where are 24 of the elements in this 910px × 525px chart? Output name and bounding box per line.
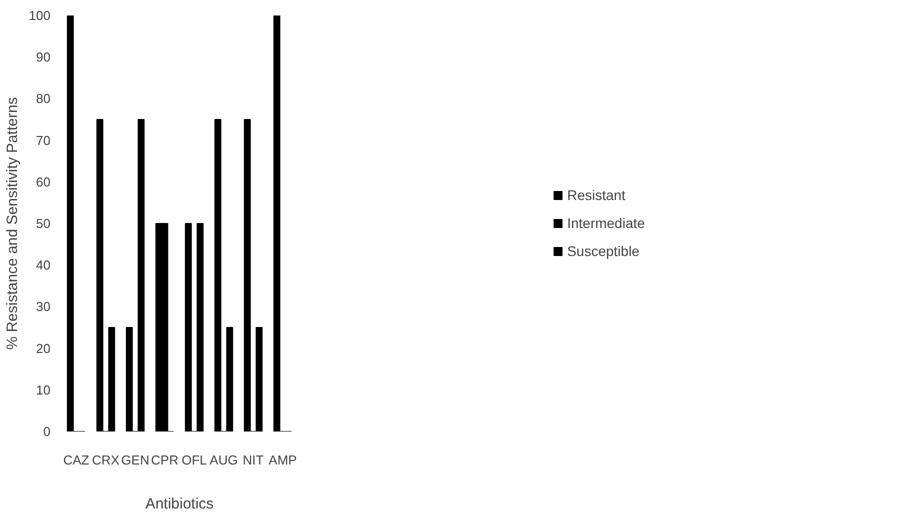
x-tick-label: NIT (242, 452, 264, 468)
y-tick-label: 40 (36, 258, 51, 273)
legend-label: Susceptible (567, 243, 640, 259)
y-tick-label: 70 (36, 132, 51, 148)
y-axis-title: % Resistance and Sensitivity Patterns (4, 97, 21, 350)
legend-label: Resistant (567, 187, 626, 203)
x-tick-label: CPR (151, 452, 178, 468)
x-tick-label: OFL (182, 452, 207, 468)
y-tick-label: 50 (36, 216, 51, 231)
x-tick-label: AMP (268, 452, 297, 468)
y-tick-label: 100 (28, 8, 51, 23)
y-tick-label: 20 (36, 340, 51, 356)
y-tick-label: 80 (36, 91, 51, 106)
x-tick-label: CRX (92, 452, 120, 468)
legend-label: Intermediate (567, 215, 645, 231)
y-tick-label: 30 (36, 299, 51, 314)
x-tick-label: AUG (210, 452, 238, 468)
y-tick-label: 90 (36, 50, 51, 65)
x-tick-label: GEN (121, 452, 150, 468)
y-tick-label: 60 (36, 174, 51, 190)
x-axis-title: Antibiotics (145, 496, 214, 512)
y-tick-label: 0 (43, 424, 51, 439)
y-tick-label: 10 (36, 382, 51, 398)
x-tick-label: CAZ (63, 452, 90, 468)
